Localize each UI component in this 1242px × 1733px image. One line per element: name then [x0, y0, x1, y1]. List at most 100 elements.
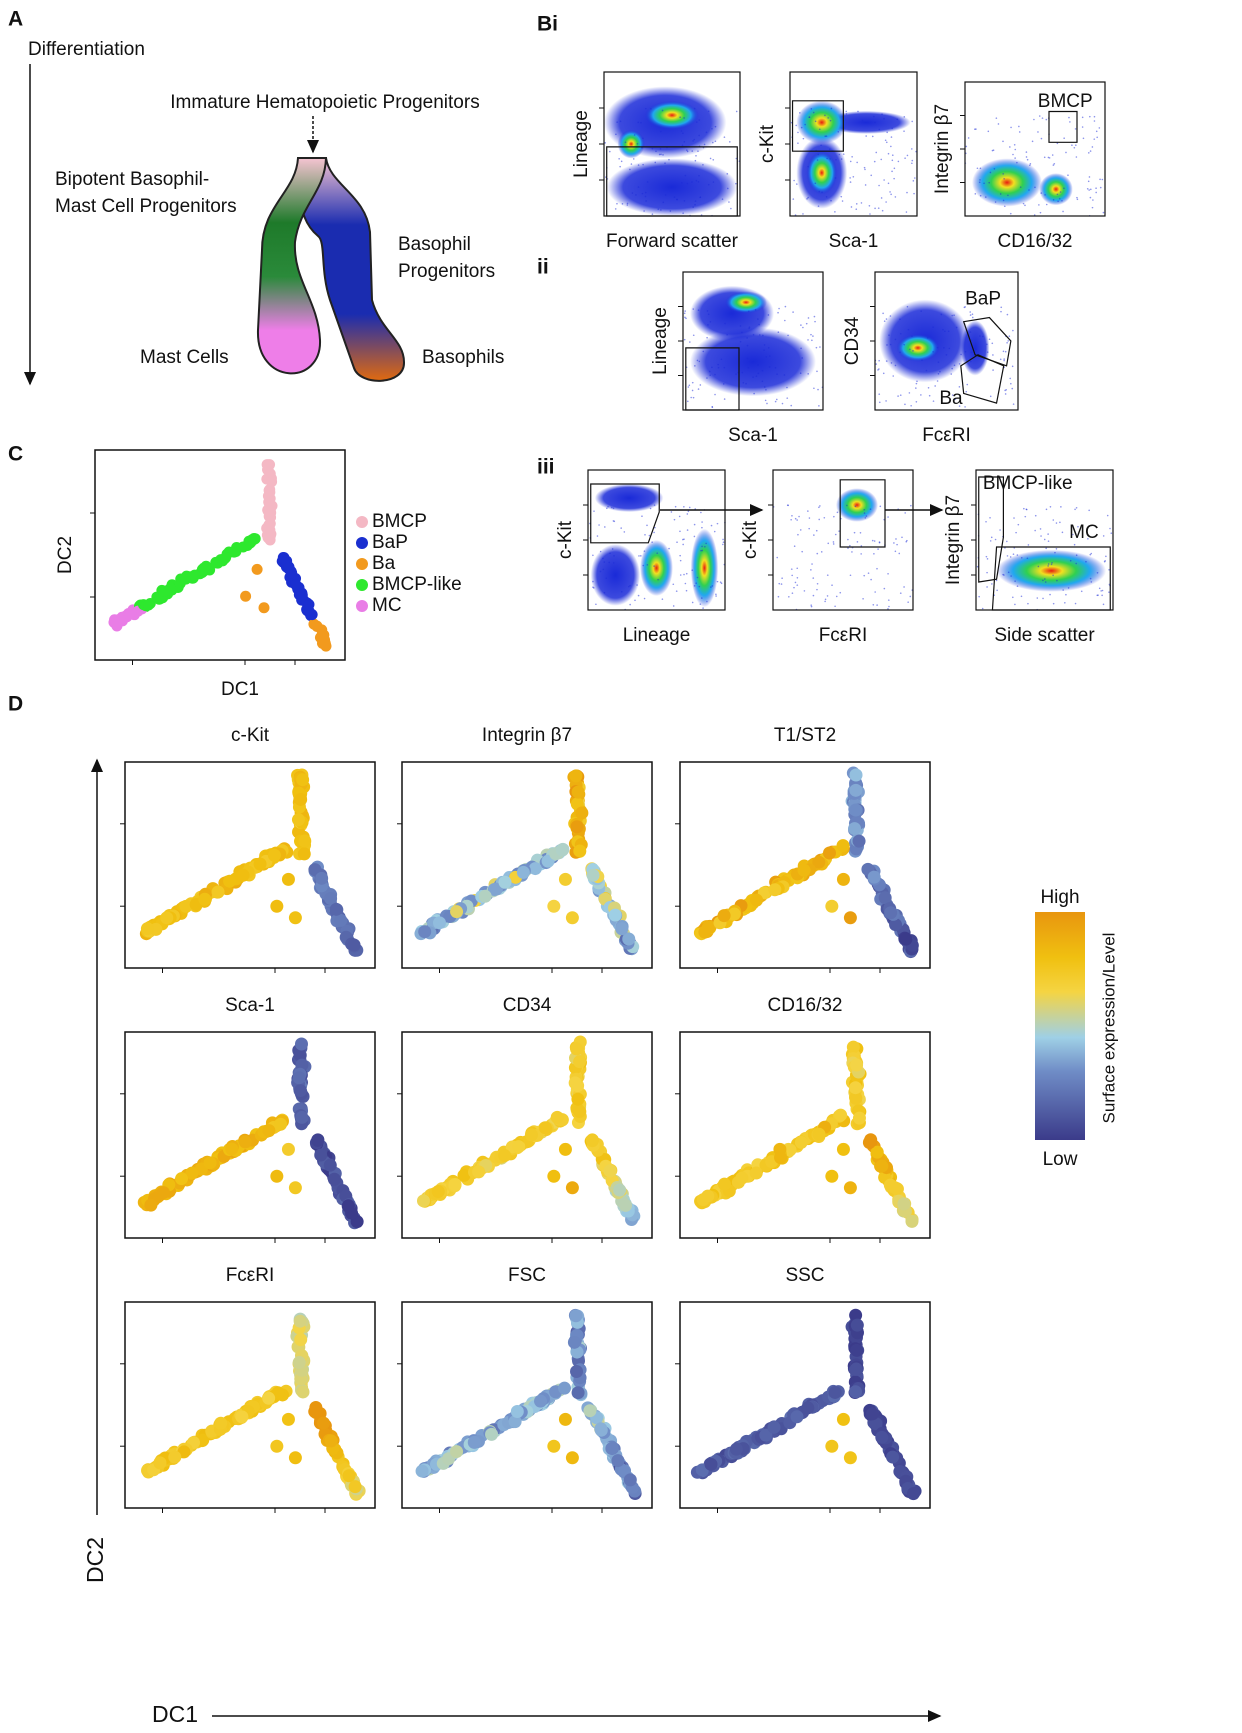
cell [885, 1179, 899, 1193]
event [885, 318, 888, 320]
event [1095, 130, 1098, 133]
cell [849, 1385, 863, 1399]
event [840, 195, 843, 198]
event [724, 322, 726, 325]
event [1044, 194, 1046, 196]
event [642, 564, 645, 567]
event [967, 137, 970, 139]
event [834, 533, 837, 536]
event [887, 572, 889, 575]
event [679, 574, 682, 576]
event [726, 333, 728, 336]
event [604, 526, 606, 528]
event [1028, 189, 1030, 191]
cell [704, 1457, 718, 1471]
event [629, 584, 631, 587]
lineage-tree [256, 157, 328, 375]
event [1088, 189, 1090, 191]
cell [293, 1314, 307, 1328]
event [767, 347, 770, 349]
event [1039, 528, 1042, 530]
event [958, 386, 961, 388]
cell [603, 1164, 617, 1178]
event [1000, 306, 1003, 309]
event [745, 382, 747, 385]
event [1086, 187, 1089, 190]
cell [281, 1142, 295, 1156]
event [722, 538, 724, 541]
event [807, 510, 809, 512]
event [793, 179, 795, 182]
event [849, 177, 851, 179]
event [887, 608, 889, 610]
event [654, 526, 656, 529]
event [1089, 196, 1092, 199]
event [620, 527, 622, 529]
event [880, 197, 883, 199]
cell [547, 1169, 561, 1183]
event [678, 515, 681, 518]
event [807, 317, 810, 319]
x-axis-label: CD16/32 [998, 231, 1073, 252]
cell [583, 1404, 597, 1418]
y-axis-label: CD34 [842, 316, 863, 365]
cell [291, 813, 305, 827]
x-axis-label: Forward scatter [606, 231, 739, 252]
event [636, 142, 639, 145]
event [695, 582, 697, 584]
event [835, 595, 838, 598]
event [682, 132, 684, 135]
event [849, 544, 851, 547]
event [1099, 186, 1102, 189]
event [688, 384, 691, 387]
density [590, 544, 641, 606]
event [694, 159, 697, 162]
event [890, 136, 893, 138]
event [816, 588, 818, 591]
event [1003, 358, 1005, 360]
gate [962, 316, 1012, 367]
event [627, 585, 630, 588]
event [818, 190, 821, 193]
event [609, 150, 611, 153]
event [855, 208, 858, 211]
event [904, 403, 906, 406]
event [706, 310, 709, 312]
density-hot [725, 291, 767, 314]
event [964, 406, 966, 408]
cell [262, 531, 274, 543]
event [1033, 118, 1035, 121]
cell [267, 848, 281, 862]
event [875, 151, 878, 154]
event [696, 359, 699, 362]
event [603, 591, 606, 594]
event [874, 207, 876, 210]
event [1038, 115, 1041, 117]
event [1003, 177, 1005, 180]
cell [836, 872, 850, 886]
gate-label: BMCP [1038, 91, 1093, 112]
event [849, 160, 852, 163]
event [819, 346, 821, 348]
event [909, 595, 912, 598]
event [706, 377, 708, 379]
event [921, 359, 923, 362]
cell [906, 1487, 920, 1501]
event [812, 577, 815, 579]
event [1092, 199, 1094, 201]
event [829, 158, 831, 160]
gate [978, 476, 1005, 583]
event [602, 557, 604, 560]
event [979, 167, 982, 170]
event [713, 530, 716, 533]
event [612, 562, 615, 564]
event [1007, 194, 1009, 197]
event [727, 187, 729, 190]
event [1045, 203, 1048, 206]
event [824, 135, 827, 138]
event [746, 337, 748, 339]
event [989, 516, 991, 519]
event [1025, 151, 1028, 153]
node-label: Mast Cell Progenitors [55, 196, 237, 217]
event [1105, 555, 1107, 558]
